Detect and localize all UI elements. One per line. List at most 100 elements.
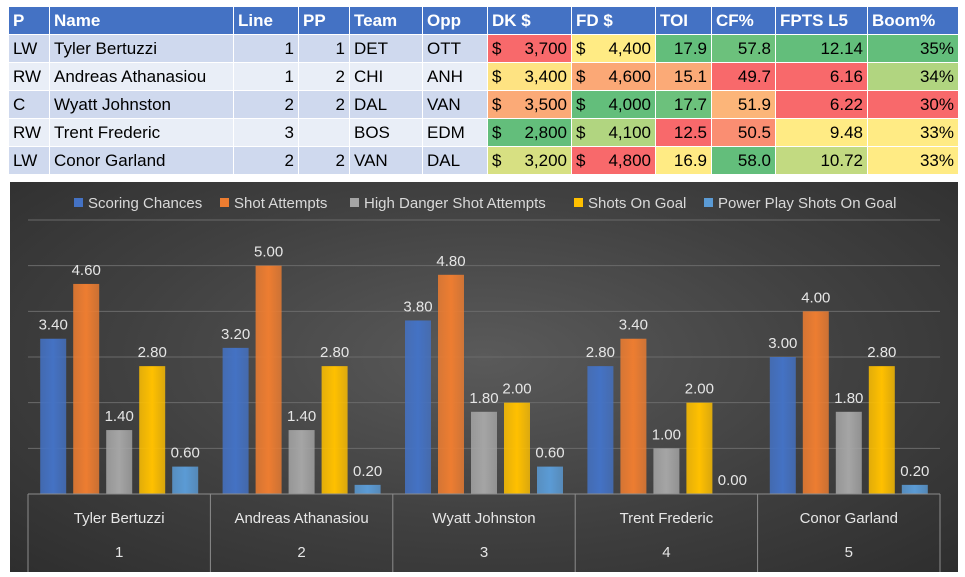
column-header: Team [349,6,423,35]
bar [139,366,166,494]
column-header: Name [49,6,234,35]
amount: 3,700 [524,38,567,58]
bar-value-label: 5.00 [254,244,283,261]
cell-name: Conor Garland [49,146,234,175]
cell-opp: DAL [422,146,488,175]
column-header: P [8,6,50,35]
cell-dk: $3,700 [487,34,572,63]
legend-swatch [704,198,713,207]
amount: 2,800 [524,122,567,142]
bar [321,366,348,494]
legend-label: Shots On Goal [588,195,686,212]
bar [587,366,614,494]
cell-line: 2 [233,146,299,175]
bar [40,338,67,494]
table-header-row: P Name Line PP Team Opp DK $ FD $ TOI CF% FPTS L5 B… [8,6,959,35]
column-header: FPTS L5 [775,6,868,35]
cell-line: 3 [233,118,299,147]
category-axis: Tyler Bertuzzi 1 Andreas Athanasiou 2 Wyatt … [27,493,941,572]
cell-boom: 33% [867,146,959,175]
column-header: PP [298,6,350,35]
cell-boom: 34% [867,62,959,91]
cell-cf: 58.0 [711,146,776,175]
cell-team: BOS [349,118,423,147]
bar-value-label: 0.20 [900,463,929,480]
bar [288,430,315,494]
bar [106,430,133,494]
cell-name: Wyatt Johnston [49,90,234,119]
bar [471,411,497,494]
bar-value-label: 2.00 [502,381,531,398]
bar [504,402,530,494]
cell-opp: OTT [422,34,488,63]
column-header: CF% [711,6,776,35]
legend-swatch [574,198,583,207]
currency-symbol: $ [576,122,586,142]
cell-fpts: 6.22 [775,90,868,119]
currency-symbol: $ [576,150,586,170]
bar-value-label: 3.80 [403,298,432,315]
amount: 4,100 [608,122,651,142]
cell-cf: 51.9 [711,90,776,119]
currency-symbol: $ [492,122,502,142]
cell-pp: 2 [298,90,350,119]
bar-chart: Scoring Chances Shot Attempts High Danger … [27,195,941,572]
legend-swatch [220,198,229,207]
cell-toi: 17.9 [655,34,712,63]
category-group-label: 4 [662,544,670,561]
currency-symbol: $ [576,66,586,86]
cell-team: VAN [349,146,423,175]
bar-value-label: 4.60 [72,262,101,279]
bar [438,274,464,494]
column-header: Boom% [867,6,959,35]
bar [255,265,282,494]
category-group-label: 5 [845,544,853,561]
legend-swatch [350,198,359,207]
bar-value-label: 0.60 [171,445,200,462]
category-group-label: 1 [115,544,123,561]
table-row: RW Trent Frederic 3 BOS EDM $2,800 $4,100 12.5 5… [8,118,959,147]
stats-table: P Name Line PP Team Opp DK $ FD $ TOI CF% FPTS L5 B… [8,6,959,175]
cell-p: LW [8,146,50,175]
legend-swatch [74,198,83,207]
bar-value-label: 2.80 [138,344,167,361]
bar [172,466,199,494]
bar [868,366,895,494]
bar [73,283,100,494]
cell-dk: $2,800 [487,118,572,147]
category-label: Tyler Bertuzzi [74,510,165,527]
bar [686,402,713,494]
cell-p: RW [8,118,50,147]
bar-value-label: 3.40 [39,317,68,334]
cell-name: Trent Frederic [49,118,234,147]
cell-fd: $4,000 [571,90,656,119]
cell-fd: $4,100 [571,118,656,147]
currency-symbol: $ [576,38,586,58]
category-group-label: 3 [480,544,488,561]
currency-symbol: $ [492,38,502,58]
bar-value-label: 4.00 [801,289,830,306]
bar-value-label: 0.00 [718,472,747,489]
cell-line: 2 [233,90,299,119]
cell-fpts: 9.48 [775,118,868,147]
bar [222,347,249,494]
cell-cf: 57.8 [711,34,776,63]
cell-boom: 35% [867,34,959,63]
bar-value-label: 1.80 [469,390,498,407]
legend-label: Power Play Shots On Goal [718,195,896,212]
bar [835,411,862,494]
bar-value-label: 2.80 [867,344,896,361]
table-row: LW Conor Garland 2 2 VAN DAL $3,200 $4,800 16.9 5… [8,146,959,175]
amount: 4,400 [608,38,651,58]
cell-toi: 12.5 [655,118,712,147]
amount: 3,400 [524,66,567,86]
gridlines [28,219,940,495]
bars [40,265,928,494]
category-group-label: 2 [297,544,305,561]
cell-line: 1 [233,34,299,63]
chart-panel: Scoring Chances Shot Attempts High Danger … [10,182,958,572]
amount: 4,800 [608,150,651,170]
bar [354,484,381,494]
legend-label: Scoring Chances [88,195,202,212]
bar-value-label: 1.40 [105,408,134,425]
